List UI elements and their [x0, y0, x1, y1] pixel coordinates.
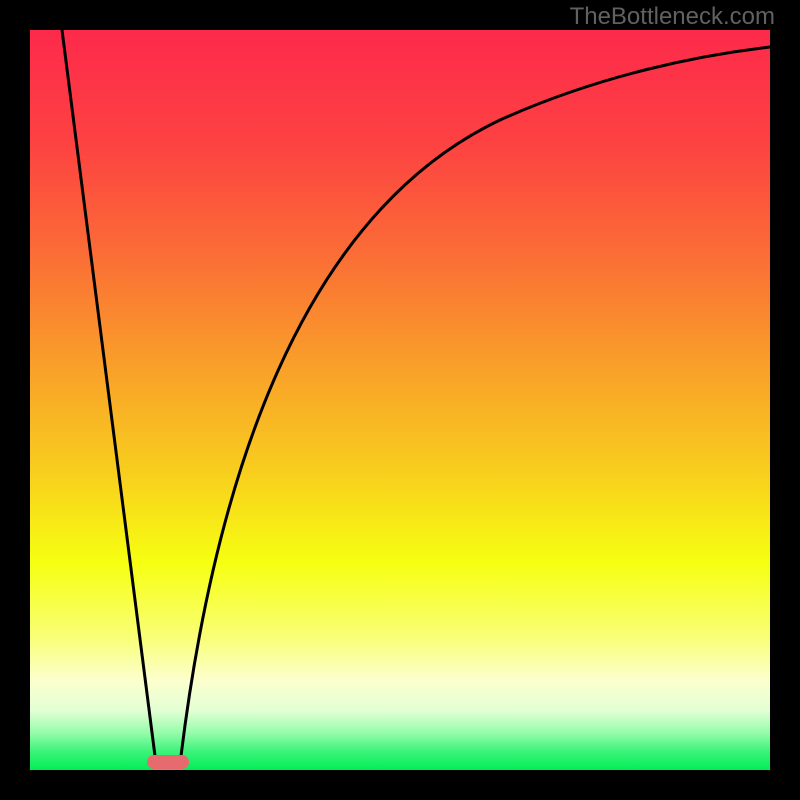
watermark-text: TheBottleneck.com — [570, 3, 775, 31]
curve-right-branch — [181, 47, 770, 756]
trough-marker — [147, 755, 189, 769]
curve-left-branch — [62, 30, 155, 756]
curve-layer — [0, 0, 800, 800]
